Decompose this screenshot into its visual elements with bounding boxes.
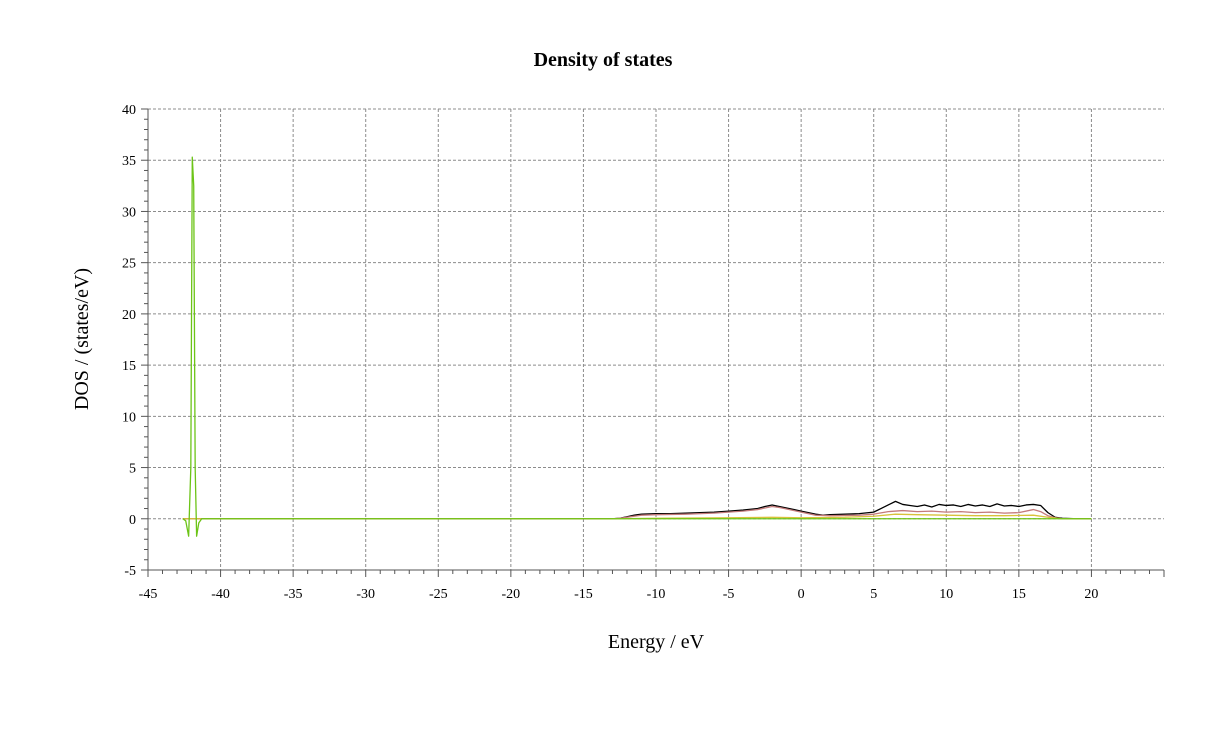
y-tick-label: 40 — [122, 103, 136, 118]
y-axis-label: DOS / (states/eV) — [71, 268, 93, 410]
x-tick-label: -35 — [284, 587, 303, 602]
x-tick-label: -15 — [574, 587, 593, 602]
chart-title: Density of states — [534, 49, 673, 71]
x-tick-label: -45 — [139, 587, 158, 602]
x-tick-label: -40 — [211, 587, 230, 602]
x-tick-label: -20 — [502, 587, 521, 602]
series-group — [182, 156, 1092, 537]
x-tick-label: 15 — [1012, 587, 1026, 602]
y-tick-label: -5 — [124, 564, 136, 579]
series-line-3 — [182, 513, 1092, 520]
x-tick-label: 0 — [798, 587, 805, 602]
x-tick-label: -25 — [429, 587, 448, 602]
y-tick-label: 30 — [122, 205, 136, 220]
axes — [141, 108, 1165, 577]
x-tick-label: 10 — [939, 587, 953, 602]
x-tick-label: -5 — [723, 587, 735, 602]
grid — [148, 108, 1164, 570]
x-axis-label: Energy / eV — [608, 631, 705, 653]
series-line-1 — [182, 500, 1092, 520]
x-tick-label: -10 — [647, 587, 666, 602]
y-tick-label: 10 — [122, 410, 136, 425]
series-line-4 — [182, 156, 1092, 537]
y-tick-label: 0 — [129, 513, 136, 528]
y-tick-label: 35 — [122, 154, 136, 169]
series-line-2 — [182, 505, 1092, 520]
x-tick-label: 20 — [1084, 587, 1098, 602]
y-tick-label: 15 — [122, 359, 136, 374]
x-tick-label: -30 — [356, 587, 375, 602]
y-tick-label: 5 — [129, 462, 136, 477]
y-tick-label: 25 — [122, 257, 136, 272]
tick-labels: -45 -40 -35 -30 -25 -20 -15 -10 -5 0 5 10 15 20 -5 0 5 10… — [122, 103, 1098, 602]
x-tick-label: 5 — [870, 587, 877, 602]
y-tick-label: 20 — [122, 308, 136, 323]
